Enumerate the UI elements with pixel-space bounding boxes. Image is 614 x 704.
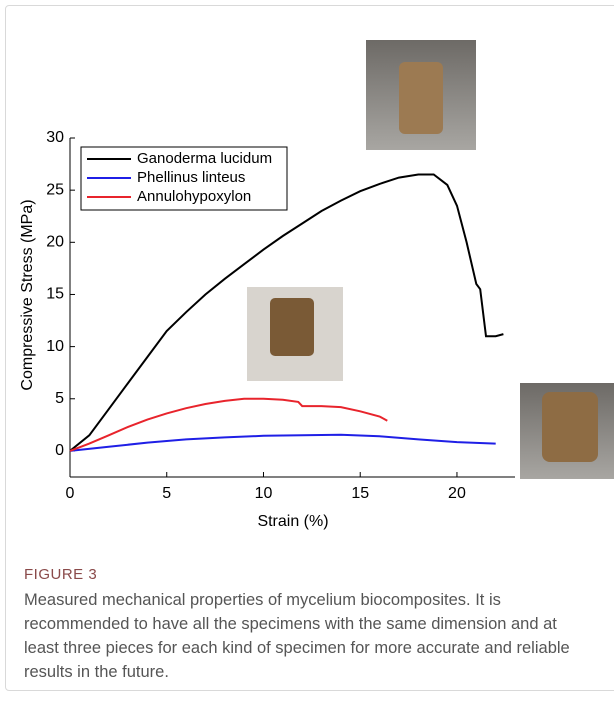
y-tick-label: 20: [46, 234, 64, 251]
series-line: [70, 399, 387, 451]
legend-label: Phellinus linteus: [137, 169, 245, 186]
x-axis-label: Strain (%): [257, 513, 328, 530]
specimen: [399, 62, 443, 134]
y-tick-label: 5: [55, 390, 64, 407]
x-tick-label: 20: [448, 485, 466, 502]
specimen: [542, 392, 598, 462]
y-tick-label: 0: [55, 442, 64, 459]
y-axis-label: Compressive Stress (MPa): [19, 199, 36, 390]
y-tick-label: 10: [46, 338, 64, 355]
chart: Strain (%) Compressive Stress (MPa) 0 5 10…: [0, 0, 614, 560]
specimen: [270, 298, 314, 356]
y-tick-label: 15: [46, 286, 64, 303]
series-line: [70, 435, 496, 451]
y-tick-label: 25: [46, 181, 64, 198]
figure-label: FIGURE 3: [24, 566, 97, 583]
x-tick-label: 5: [162, 485, 171, 502]
figure-caption: Measured mechanical properties of myceli…: [24, 588, 592, 684]
legend-label: Annulohypoxylon: [137, 188, 251, 205]
y-tick-label: 30: [46, 129, 64, 146]
legend-label: Ganoderma lucidum: [137, 150, 272, 167]
x-tick-label: 15: [351, 485, 369, 502]
x-tick-label: 0: [66, 485, 75, 502]
x-tick-label: 10: [255, 485, 273, 502]
